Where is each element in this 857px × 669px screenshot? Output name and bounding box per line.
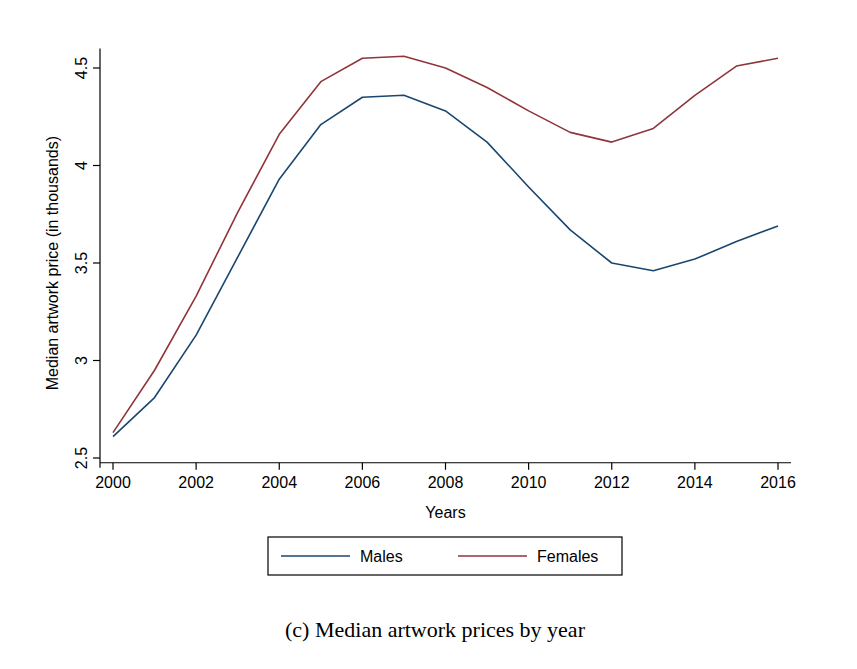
- x-axis-title: Years: [425, 504, 465, 521]
- y-tick-label: 4: [73, 161, 90, 170]
- series-line: [113, 95, 778, 436]
- y-tick-label: 4.5: [73, 57, 90, 79]
- x-tick: [445, 463, 446, 470]
- x-tick: [362, 463, 363, 470]
- y-tick: [93, 262, 100, 263]
- x-tick-label: 2006: [345, 474, 381, 491]
- x-tick-label: 2010: [511, 474, 547, 491]
- y-axis-line: [99, 49, 100, 468]
- x-tick-label: 2002: [178, 474, 214, 491]
- x-tick-label: 2004: [261, 474, 297, 491]
- y-tick-label: 3: [73, 356, 90, 365]
- legend-swatch: [281, 555, 350, 557]
- x-tick-label: 2008: [428, 474, 464, 491]
- x-tick: [694, 463, 695, 470]
- y-tick-label: 2.5: [73, 447, 90, 469]
- x-tick-label: 2000: [95, 474, 131, 491]
- x-tick-label: 2012: [594, 474, 630, 491]
- x-tick: [777, 463, 778, 470]
- y-tick-label: 3.5: [73, 252, 90, 274]
- x-tick-label: 2016: [760, 474, 796, 491]
- plot-lines: [113, 56, 778, 436]
- series-line: [113, 56, 778, 432]
- legend-swatch: [458, 555, 527, 557]
- y-tick: [93, 360, 100, 361]
- y-axis-title: Median artwork price (in thousands): [44, 136, 61, 390]
- x-tick: [528, 463, 529, 470]
- x-tick: [611, 463, 612, 470]
- y-tick: [93, 67, 100, 68]
- y-tick: [93, 165, 100, 166]
- x-tick: [112, 463, 113, 470]
- x-tick-label: 2014: [677, 474, 713, 491]
- legend-box: [268, 537, 622, 575]
- legend-label: Males: [360, 548, 403, 565]
- x-tick: [196, 463, 197, 470]
- legend-label: Females: [537, 548, 598, 565]
- caption: (c) Median artwork prices by year: [285, 617, 586, 642]
- y-tick: [93, 457, 100, 458]
- x-tick: [279, 463, 280, 470]
- chart: 2.5 3 3.5 4 4.5 2000 2002 2004 2006 2008 2010 2012 2…: [0, 0, 857, 669]
